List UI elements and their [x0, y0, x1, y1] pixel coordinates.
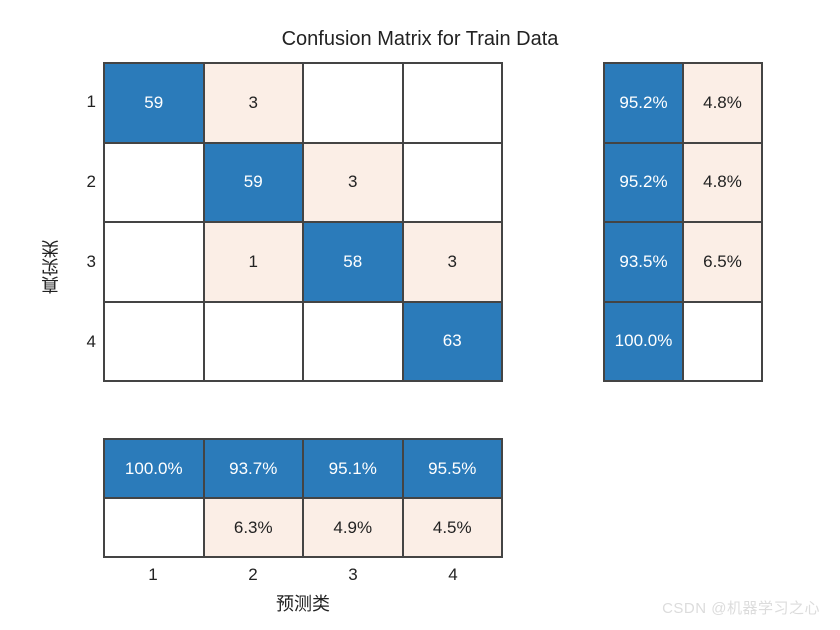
watermark-text: CSDN @机器学习之心 [662, 597, 820, 618]
confusion-matrix-cell: 1 [204, 222, 304, 302]
confusion-matrix-cell [303, 302, 403, 382]
confusion-matrix-cell [403, 143, 503, 223]
row-summary-matrix: 95.2%4.8%95.2%4.8%93.5%6.5%100.0% [603, 62, 763, 382]
confusion-matrix-cell [104, 302, 204, 382]
confusion-matrix-cell: 59 [104, 63, 204, 143]
col-summary-cell: 95.5% [403, 439, 503, 498]
row-summary-cell: 93.5% [604, 222, 683, 302]
row-summary-cell: 95.2% [604, 63, 683, 143]
col-summary-cell: 93.7% [204, 439, 304, 498]
col-summary-cell: 100.0% [104, 439, 204, 498]
x-tick: 3 [303, 565, 403, 585]
row-summary-cell: 95.2% [604, 143, 683, 223]
y-tick: 2 [76, 172, 96, 192]
chart-title: Confusion Matrix for Train Data [0, 28, 840, 51]
confusion-matrix-cell [403, 63, 503, 143]
confusion-matrix-cell: 3 [303, 143, 403, 223]
y-tick: 4 [76, 332, 96, 352]
confusion-matrix-cell [104, 222, 204, 302]
row-summary-cell: 100.0% [604, 302, 683, 382]
confusion-matrix: 593593158363 [103, 62, 503, 382]
row-summary-cell: 6.5% [683, 222, 762, 302]
confusion-matrix-cell: 58 [303, 222, 403, 302]
col-summary-cell [104, 498, 204, 557]
x-tick: 4 [403, 565, 503, 585]
x-tick: 2 [203, 565, 303, 585]
col-summary-cell: 95.1% [303, 439, 403, 498]
confusion-matrix-cell: 59 [204, 143, 304, 223]
row-summary-cell [683, 302, 762, 382]
confusion-matrix-cell [104, 143, 204, 223]
col-summary-cell: 4.9% [303, 498, 403, 557]
col-summary-matrix: 100.0%93.7%95.1%95.5% 6.3%4.9%4.5% [103, 438, 503, 558]
row-summary-cell: 4.8% [683, 63, 762, 143]
col-summary-cell: 4.5% [403, 498, 503, 557]
confusion-matrix-cell [204, 302, 304, 382]
confusion-matrix-cell: 63 [403, 302, 503, 382]
x-tick: 1 [103, 565, 203, 585]
confusion-matrix-cell: 3 [204, 63, 304, 143]
y-tick: 3 [76, 252, 96, 272]
confusion-matrix-cell [303, 63, 403, 143]
row-summary-cell: 4.8% [683, 143, 762, 223]
y-tick: 1 [76, 92, 96, 112]
x-axis-label: 预测类 [103, 590, 503, 616]
y-axis-label: 真实类 [38, 240, 64, 294]
col-summary-cell: 6.3% [204, 498, 304, 557]
confusion-matrix-cell: 3 [403, 222, 503, 302]
